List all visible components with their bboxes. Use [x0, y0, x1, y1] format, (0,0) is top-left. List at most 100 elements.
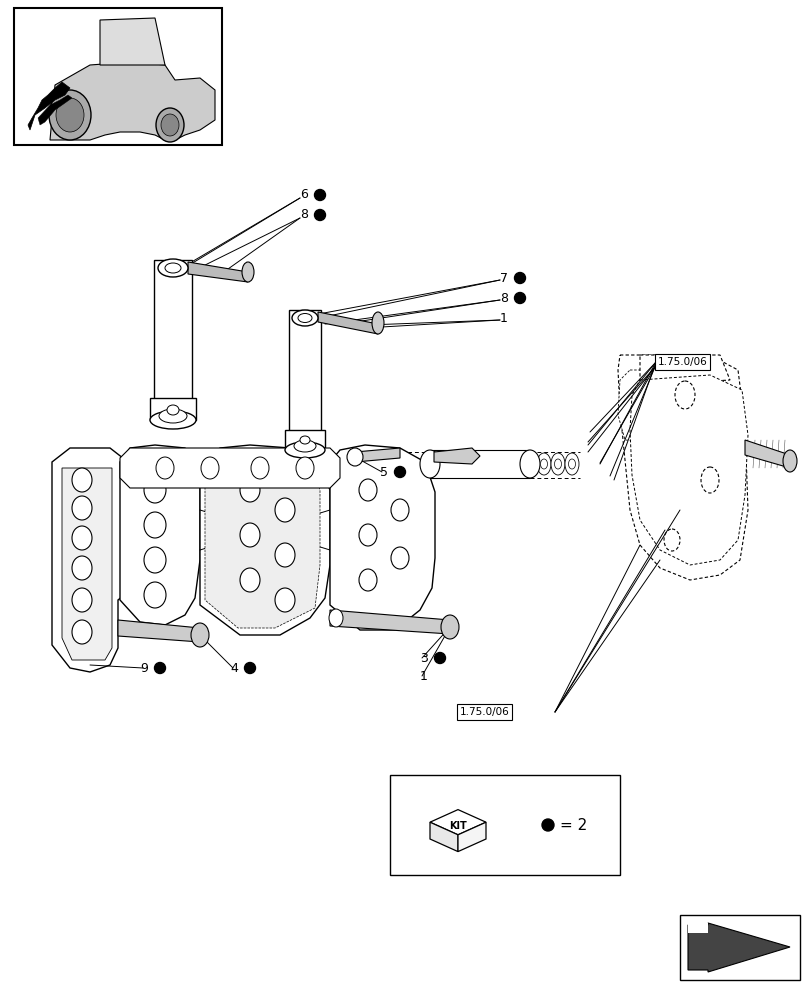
Ellipse shape	[568, 459, 575, 469]
Ellipse shape	[72, 588, 92, 612]
Ellipse shape	[156, 457, 174, 479]
Text: 1: 1	[500, 312, 508, 324]
Polygon shape	[28, 82, 70, 130]
Ellipse shape	[159, 409, 187, 423]
Polygon shape	[329, 610, 449, 634]
Text: 6: 6	[300, 188, 307, 202]
Polygon shape	[617, 370, 729, 445]
Ellipse shape	[419, 450, 440, 478]
Ellipse shape	[72, 496, 92, 520]
Ellipse shape	[371, 312, 384, 334]
Polygon shape	[204, 452, 320, 628]
Ellipse shape	[299, 448, 310, 456]
Text: 1.75.0/06: 1.75.0/06	[460, 707, 509, 717]
Circle shape	[394, 466, 405, 478]
Ellipse shape	[240, 568, 260, 592]
Ellipse shape	[150, 411, 195, 429]
Text: 9: 9	[140, 662, 148, 674]
Polygon shape	[52, 448, 128, 672]
Polygon shape	[188, 262, 247, 282]
Polygon shape	[100, 18, 165, 65]
Polygon shape	[744, 440, 789, 468]
Polygon shape	[629, 375, 747, 565]
Ellipse shape	[72, 620, 92, 644]
Bar	[687, 923, 707, 933]
Ellipse shape	[161, 114, 178, 136]
Ellipse shape	[285, 442, 324, 458]
Bar	[150, 398, 195, 420]
Ellipse shape	[275, 588, 294, 612]
Polygon shape	[457, 822, 486, 852]
Ellipse shape	[391, 547, 409, 569]
Bar	[679, 915, 799, 980]
Bar	[154, 260, 191, 420]
Ellipse shape	[298, 314, 311, 322]
Ellipse shape	[540, 459, 547, 469]
Polygon shape	[50, 62, 215, 140]
Circle shape	[314, 190, 325, 200]
Text: KIT: KIT	[448, 821, 466, 831]
Polygon shape	[639, 355, 729, 385]
Text: 1.75.0/06: 1.75.0/06	[657, 357, 707, 367]
Circle shape	[514, 272, 525, 284]
Text: 7: 7	[500, 271, 508, 284]
Bar	[389, 775, 620, 875]
Polygon shape	[329, 445, 435, 630]
Ellipse shape	[144, 512, 165, 538]
Ellipse shape	[292, 310, 318, 326]
Ellipse shape	[536, 453, 551, 475]
Ellipse shape	[251, 457, 268, 479]
Ellipse shape	[201, 457, 219, 479]
Ellipse shape	[564, 453, 578, 475]
Polygon shape	[118, 620, 200, 642]
Ellipse shape	[72, 526, 92, 550]
Ellipse shape	[49, 90, 91, 140]
Ellipse shape	[144, 547, 165, 573]
Polygon shape	[38, 95, 72, 125]
Polygon shape	[62, 468, 112, 660]
Text: 8: 8	[500, 292, 508, 304]
Polygon shape	[120, 448, 340, 488]
Ellipse shape	[782, 450, 796, 472]
Ellipse shape	[674, 381, 694, 409]
Ellipse shape	[358, 479, 376, 501]
Polygon shape	[354, 448, 400, 462]
Ellipse shape	[56, 98, 84, 132]
Ellipse shape	[358, 524, 376, 546]
Ellipse shape	[240, 523, 260, 547]
Polygon shape	[430, 822, 457, 852]
Circle shape	[154, 662, 165, 674]
Text: 3: 3	[419, 652, 427, 664]
Ellipse shape	[551, 453, 564, 475]
Bar	[289, 310, 320, 450]
Ellipse shape	[519, 450, 539, 478]
Ellipse shape	[167, 405, 178, 415]
Ellipse shape	[294, 440, 315, 452]
Circle shape	[434, 652, 445, 664]
Ellipse shape	[391, 499, 409, 521]
Ellipse shape	[299, 456, 310, 464]
Text: = 2: = 2	[560, 818, 586, 832]
Ellipse shape	[275, 498, 294, 522]
Ellipse shape	[191, 623, 208, 647]
Ellipse shape	[165, 263, 181, 273]
Text: 1: 1	[419, 670, 427, 682]
Polygon shape	[617, 355, 747, 580]
Polygon shape	[318, 312, 378, 334]
Ellipse shape	[144, 582, 165, 608]
Bar	[285, 430, 324, 450]
Bar	[430, 450, 530, 478]
Circle shape	[514, 292, 525, 304]
Ellipse shape	[299, 464, 310, 472]
Ellipse shape	[240, 478, 260, 502]
Ellipse shape	[296, 457, 314, 479]
Circle shape	[244, 662, 255, 674]
Text: 8: 8	[299, 209, 307, 222]
Ellipse shape	[72, 556, 92, 580]
Ellipse shape	[72, 468, 92, 492]
Ellipse shape	[440, 615, 458, 639]
Ellipse shape	[663, 529, 679, 551]
Circle shape	[314, 210, 325, 221]
Ellipse shape	[700, 467, 718, 493]
Ellipse shape	[346, 448, 363, 466]
